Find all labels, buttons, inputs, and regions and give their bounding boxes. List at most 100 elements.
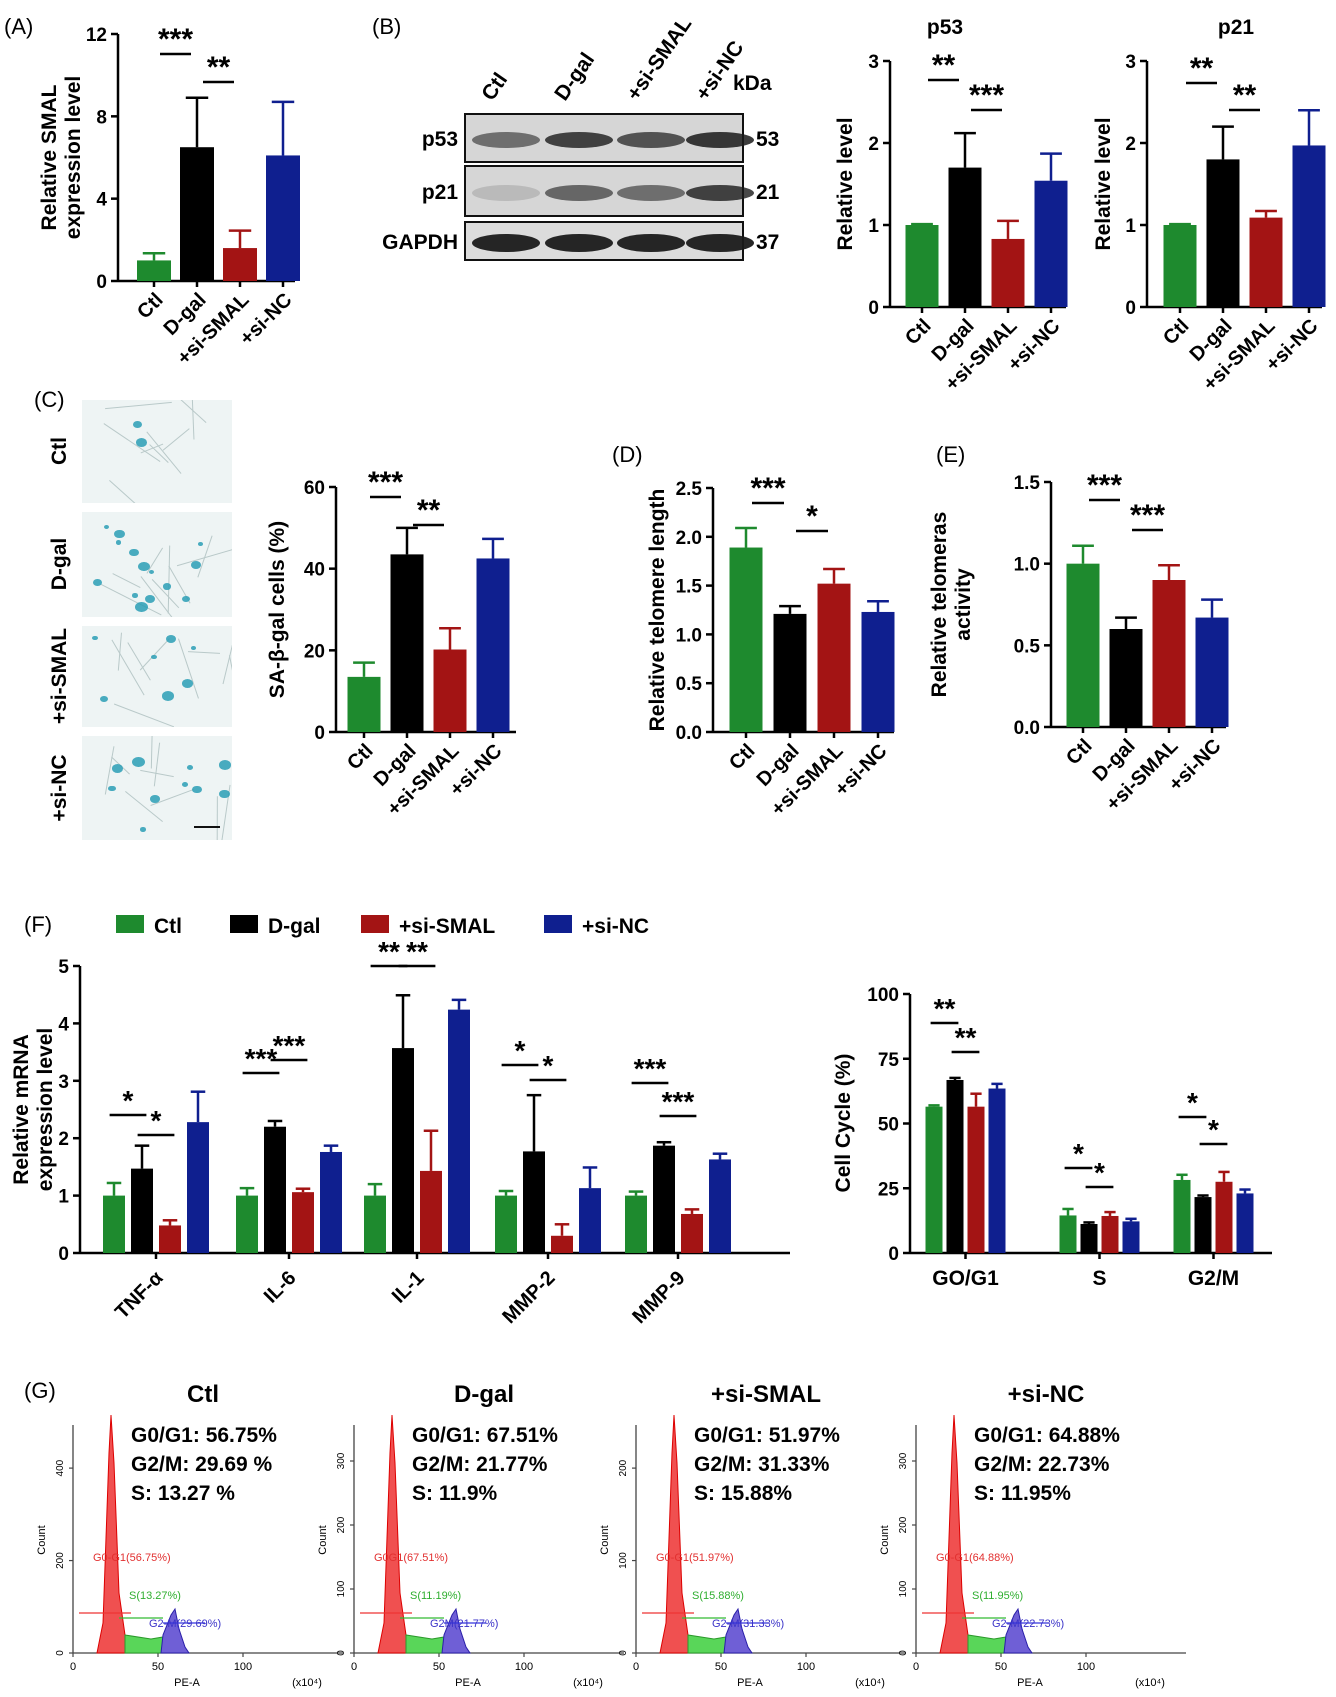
sa-beta-gal-stain [144,594,156,604]
chart-p21 [1140,59,1326,313]
g2m-gate-label: G2-M(22.73%) [992,1618,1064,1630]
panel-label-d: (D) [612,442,643,467]
blot-band [617,132,685,148]
chart-mrna [73,964,790,1259]
blot-lane-label: +si-SMAL [622,13,696,105]
bar [187,1122,209,1253]
blot-band [686,234,754,252]
y-tick-label: 20 [304,641,325,662]
y-tick-label: 200 [336,1516,347,1533]
bar [1034,180,1068,307]
sa-beta-gal-stain [186,764,194,770]
significance-stars: * [1094,1157,1105,1188]
bar [1206,159,1240,307]
sa-beta-gal-stain [182,595,190,602]
sa-beta-gal-stain [150,794,160,803]
y-axis-label: Relative level [1092,117,1115,250]
bar [653,1145,675,1253]
x-tick-label: GO/G1 [932,1267,999,1290]
sa-beta-gal-stain [92,578,103,587]
micrograph-label: +si-SMAL [48,628,71,724]
blot-lane-label: Ctl [477,69,512,105]
y-tick-label: 50 [878,1115,899,1136]
y-tick-label: 0 [314,723,325,744]
y-tick-label: 0 [888,1244,899,1265]
y-tick-label: 100 [336,1580,347,1597]
y-tick-label: 0.5 [1014,636,1041,657]
y-axis-label: Count [879,1525,891,1554]
significance-stars: * [806,500,818,533]
sa-beta-gal-stain [135,437,147,447]
significance-stars: ** [1233,79,1257,112]
micrograph-sismal [82,626,232,727]
blot-band [617,234,685,252]
x-axis-label: PE-A [455,1677,481,1689]
bar [948,167,982,307]
s-gate-label: S(13.27%) [129,1590,181,1602]
panel-label-g: (G) [24,1378,56,1403]
significance-stars: *** [245,1043,278,1074]
sa-beta-gal-stain [108,785,116,792]
bar [1163,225,1197,307]
y-tick-label: 2 [58,1129,69,1150]
sa-beta-gal-stain [151,654,158,660]
cell-fiber [112,572,141,588]
blot-band [545,132,613,148]
histogram-stat: S: 15.88% [694,1482,792,1505]
sa-beta-gal-stain [149,569,155,574]
y-axis-label: Count [317,1525,329,1554]
sa-beta-gal-stain [129,548,140,557]
g0g1-gate-label: G0-G1(56.75%) [93,1552,171,1564]
cell-fiber [154,742,161,787]
x-tick-label: IL-6 [260,1267,301,1308]
legend-swatch [544,915,572,933]
y-axis-label: Cell Cycle (%) [832,1054,855,1193]
g0g1-gate-label: G0-G1(64.88%) [936,1552,1014,1564]
histogram-stat: G0/G1: 64.88% [974,1424,1120,1447]
bar [967,1106,985,1253]
sa-beta-gal-stain [132,756,145,767]
g2m-gate-label: G2-M(31.33%) [712,1618,784,1630]
bar [925,1106,943,1253]
x-tick-label: 100 [234,1661,252,1673]
sa-beta-gal-stain [139,827,146,832]
cell-fiber [109,479,142,503]
cell-fiber [162,428,190,451]
histogram-stat: G0/G1: 67.51% [412,1424,558,1447]
micrograph-label: +si-NC [48,754,71,821]
protein-label: p53 [422,128,458,151]
x-tick-label: Ctl [901,315,935,349]
significance-stars: *** [969,79,1004,112]
y-tick-label: 0 [868,298,879,319]
s-phase-area [124,1634,164,1654]
histogram-title: +si-NC [1008,1381,1085,1408]
bar [1109,629,1143,727]
y-tick-label: 1 [58,1187,69,1208]
y-tick-label: 1.0 [676,625,702,646]
panel-label-e: (E) [936,442,965,467]
significance-stars: * [123,1085,134,1116]
y-axis-label: Relative level [834,117,857,250]
blot-band [472,185,540,201]
y-tick-label: 1.5 [1014,473,1041,494]
y-tick-label: 12 [86,25,107,46]
bar [991,238,1025,307]
bar [1059,1215,1077,1253]
s-gate-label: S(11.95%) [972,1590,1023,1602]
chart-title-p21: p21 [1218,16,1255,39]
histogram-stat: G2/M: 29.69 % [131,1453,273,1476]
y-tick-label: 100 [898,1580,909,1597]
cell-fiber [114,703,175,727]
bar [236,1195,258,1253]
histogram-title: Ctl [187,1381,219,1408]
legend-label: D-gal [268,915,321,938]
cell-fiber [216,795,219,840]
bar [551,1235,573,1253]
bar [448,1009,470,1253]
bar [390,554,424,732]
x-tick-label: 0 [70,1661,76,1673]
y-tick-label: 2 [1125,134,1136,155]
x-tick-label: G2/M [1188,1267,1239,1290]
g0g1-peak [377,1414,411,1654]
histogram-stat: S: 13.27 % [131,1482,235,1505]
